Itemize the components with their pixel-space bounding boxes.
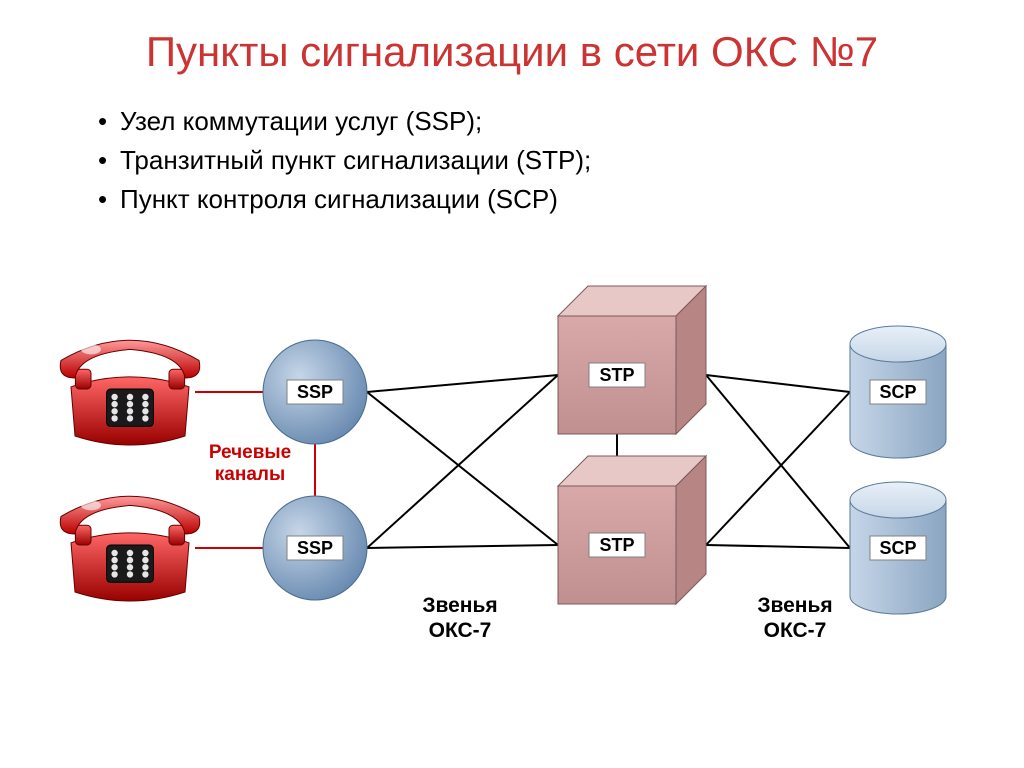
- svg-text:SSP: SSP: [297, 382, 333, 402]
- diagram-caption: каналы: [215, 464, 285, 485]
- phone-icon: [60, 496, 199, 601]
- svg-text:SCP: SCP: [879, 382, 916, 402]
- diagram-caption: ОКС-7: [429, 619, 492, 642]
- diagram-caption: ОКС-7: [764, 619, 827, 642]
- svg-text:STP: STP: [599, 535, 634, 555]
- svg-text:STP: STP: [599, 365, 634, 385]
- diagram-caption: Звенья: [757, 594, 832, 617]
- svg-text:SCP: SCP: [879, 538, 916, 558]
- diagram-caption: Звенья: [422, 594, 497, 617]
- network-diagram: SSPSSPSTPSTPSCPSCPРечевыеканалыЗвеньяОКС…: [0, 0, 1024, 768]
- svg-text:SSP: SSP: [297, 538, 333, 558]
- stp-node: STP: [558, 456, 706, 604]
- stp-node: STP: [558, 286, 706, 434]
- phone-icon: [60, 340, 199, 445]
- scp-node: SCP: [850, 326, 946, 458]
- scp-node: SCP: [850, 482, 946, 614]
- diagram-caption: Речевые: [209, 442, 291, 463]
